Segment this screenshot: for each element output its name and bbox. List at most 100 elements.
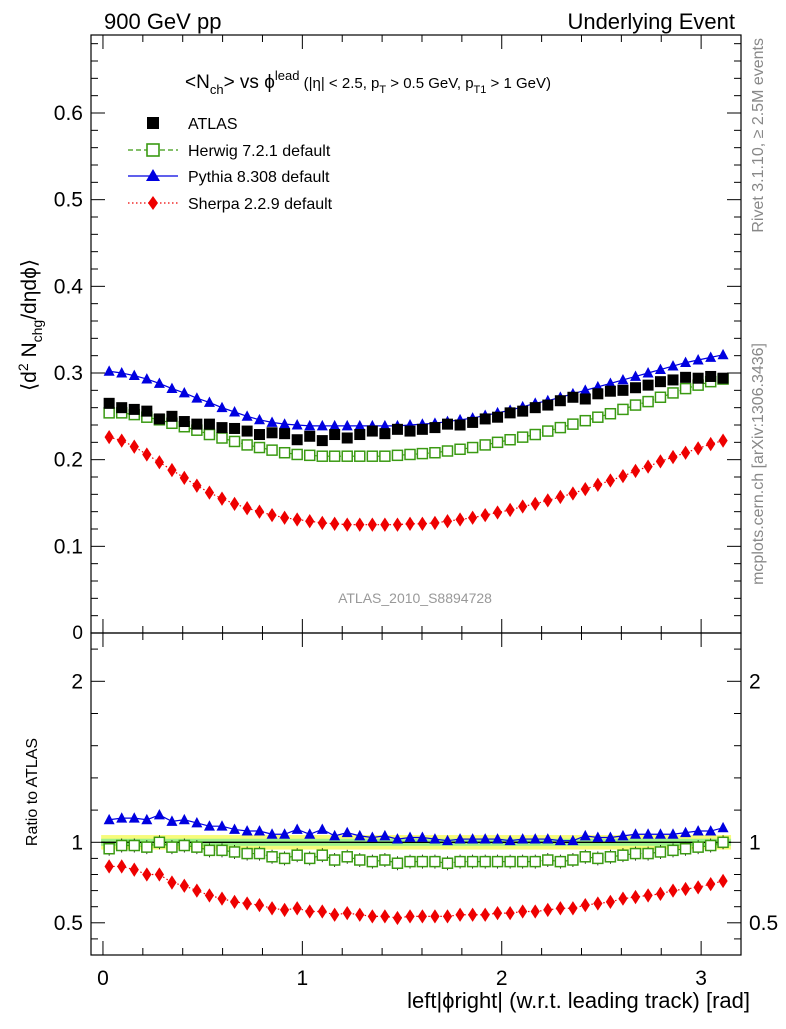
herwig-point bbox=[454, 443, 466, 456]
herwig-ratio-point bbox=[717, 836, 729, 849]
sherpa-ratio-point bbox=[179, 878, 189, 893]
legend-atlas-marker bbox=[147, 117, 159, 129]
atlas-point bbox=[279, 428, 291, 440]
legend-pythia-label: Pythia 8.308 default bbox=[188, 169, 330, 186]
pythia-point bbox=[178, 386, 190, 398]
main-y-tick-label: 0.6 bbox=[54, 102, 83, 125]
pythia-ratio-point bbox=[579, 829, 591, 841]
sherpa-point bbox=[267, 507, 277, 523]
sherpa-ratio-point bbox=[267, 901, 277, 916]
sherpa-point bbox=[204, 485, 215, 500]
sherpa-ratio-point bbox=[643, 888, 653, 903]
sherpa-point bbox=[217, 491, 227, 506]
atlas-point bbox=[391, 423, 403, 435]
atlas-point bbox=[316, 435, 328, 447]
herwig-ratio-point bbox=[454, 855, 466, 868]
sherpa-ratio-point bbox=[405, 909, 415, 924]
pythia-ratio-point bbox=[279, 828, 291, 839]
pythia-ratio-point bbox=[141, 813, 153, 825]
herwig-ratio-point bbox=[128, 839, 141, 852]
herwig-point bbox=[554, 421, 567, 434]
mcplots-note: mcplots.cern.ch [arXiv:1306.3436] bbox=[750, 343, 767, 585]
herwig-point bbox=[629, 399, 642, 411]
herwig-point bbox=[404, 448, 416, 461]
herwig-ratio-point bbox=[191, 841, 203, 853]
herwig-point bbox=[504, 433, 516, 446]
pythia-ratio-point bbox=[554, 834, 566, 846]
herwig-ratio-point bbox=[153, 836, 166, 849]
sherpa-ratio-point bbox=[718, 873, 728, 889]
herwig-ratio-point bbox=[166, 841, 178, 853]
atlas-point bbox=[630, 382, 642, 394]
atlas-point bbox=[128, 403, 140, 415]
atlas-point bbox=[366, 425, 378, 437]
header-right: Underlying Event bbox=[567, 9, 735, 34]
legend-sherpa-entry: Sherpa 2.2.9 default bbox=[128, 196, 333, 213]
pythia-ratio-point bbox=[216, 820, 228, 831]
herwig-ratio-point bbox=[316, 849, 329, 861]
herwig-ratio-point bbox=[642, 847, 654, 860]
atlas-point bbox=[266, 427, 278, 439]
herwig-point bbox=[654, 391, 667, 404]
atlas-point bbox=[479, 413, 491, 425]
pythia-ratio-point bbox=[404, 831, 416, 842]
sherpa-point bbox=[505, 502, 515, 518]
herwig-point bbox=[579, 414, 592, 427]
pythia-ratio-point bbox=[604, 831, 616, 842]
herwig-point bbox=[291, 448, 303, 461]
pythia-ratio-point bbox=[203, 820, 215, 831]
sherpa-point bbox=[668, 449, 678, 465]
herwig-ratio-point bbox=[328, 854, 341, 866]
pythia-ratio-point bbox=[467, 833, 479, 844]
atlas-point bbox=[103, 397, 115, 409]
pythia-ratio-point bbox=[504, 834, 516, 846]
herwig-point bbox=[642, 395, 654, 408]
sherpa-ratio-point bbox=[367, 909, 377, 924]
sherpa-point bbox=[367, 517, 377, 532]
pythia-point bbox=[203, 396, 215, 407]
herwig-ratio-point bbox=[366, 855, 379, 868]
herwig-ratio-point bbox=[567, 854, 579, 866]
sherpa-point bbox=[129, 439, 139, 454]
herwig-ratio-point bbox=[216, 844, 228, 857]
marks-layer bbox=[103, 348, 729, 926]
pythia-point bbox=[341, 419, 353, 431]
herwig-ratio-point bbox=[479, 855, 491, 868]
herwig-ratio-point bbox=[692, 841, 704, 853]
herwig-point bbox=[416, 447, 429, 460]
sherpa-point bbox=[605, 473, 616, 488]
atlas-point bbox=[404, 425, 416, 437]
sherpa-line bbox=[108, 436, 724, 526]
pythia-point bbox=[329, 419, 341, 431]
sherpa-ratio-point bbox=[630, 889, 641, 905]
pythia-ratio-point bbox=[617, 829, 629, 841]
atlas-point bbox=[692, 372, 704, 384]
herwig-point bbox=[529, 428, 541, 441]
ratio-plot-frame bbox=[90, 632, 742, 956]
x-tick-label: 0 bbox=[97, 967, 109, 990]
sherpa-point bbox=[167, 462, 177, 478]
x-tick-label: 1 bbox=[297, 967, 309, 990]
herwig-ratio-point bbox=[516, 855, 529, 868]
pythia-point bbox=[304, 419, 316, 431]
sherpa-point bbox=[355, 517, 365, 532]
sherpa-ratio-point bbox=[217, 891, 227, 906]
herwig-point bbox=[391, 449, 404, 462]
x-tick-label: 2 bbox=[496, 967, 508, 990]
atlas-point bbox=[116, 402, 128, 414]
herwig-ratio-point bbox=[228, 846, 241, 858]
atlas-point bbox=[241, 425, 253, 437]
sherpa-point bbox=[618, 468, 628, 484]
herwig-ratio-point bbox=[416, 855, 429, 868]
herwig-point bbox=[278, 446, 291, 459]
pythia-ratio-point bbox=[642, 828, 654, 839]
herwig-point bbox=[341, 450, 353, 462]
main-y-tick-label: 0.4 bbox=[54, 275, 84, 298]
sherpa-ratio-point bbox=[204, 888, 215, 903]
sherpa-ratio-point bbox=[117, 859, 127, 874]
pythia-ratio-point bbox=[454, 833, 466, 844]
atlas-point bbox=[592, 388, 604, 400]
pythia-ratio-point bbox=[229, 823, 241, 834]
sherpa-ratio-point bbox=[242, 896, 252, 911]
